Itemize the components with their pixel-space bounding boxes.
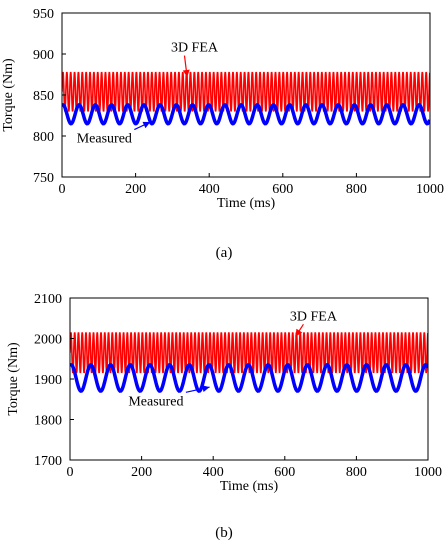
chart-panel-a: 0 200 400 600 800 1000 750 800 850 900 950 Time (ms… (1, 7, 444, 211)
x-tick-label: 800 (346, 182, 367, 197)
annotation-3d-fea: 3D FEA (290, 309, 338, 324)
y-axis-label: Torque (Nm) (1, 58, 16, 132)
arrow-head-icon (142, 121, 151, 129)
annotation-measured: Measured (77, 132, 132, 147)
caption-b: (b) (215, 525, 233, 541)
annotation-3d-fea: 3D FEA (171, 41, 219, 56)
y-tick-label: 800 (33, 130, 54, 145)
x-tick-label: 1000 (414, 465, 442, 480)
x-tick-label: 600 (274, 465, 295, 480)
chart-panel-b: 0 200 400 600 800 1000 1700 1800 1900 2000 2100 Tim… (6, 292, 442, 494)
series-line-measured (62, 103, 430, 126)
x-tick-label: 600 (272, 182, 293, 197)
y-axis-label: Torque (Nm) (6, 342, 21, 416)
x-axis-label: Time (ms) (217, 196, 276, 211)
x-tick-label: 0 (59, 182, 66, 197)
x-axis-label: Time (ms) (220, 479, 279, 494)
y-tick-label: 1900 (34, 373, 62, 388)
caption-a: (a) (216, 245, 233, 261)
x-tick-label: 0 (67, 465, 74, 480)
y-tick-label: 2000 (34, 333, 62, 348)
x-tick-label: 800 (346, 465, 367, 480)
y-tick-label: 750 (33, 171, 54, 186)
x-tick-label: 200 (125, 182, 146, 197)
arrow-head-icon (295, 328, 303, 337)
x-tick-label: 200 (131, 465, 152, 480)
y-tick-label: 1700 (34, 454, 62, 469)
arrow-head-icon (182, 69, 190, 77)
y-tick-label: 900 (33, 48, 54, 63)
x-tick-label: 400 (203, 465, 224, 480)
x-tick-label: 400 (199, 182, 220, 197)
x-tick-label: 1000 (416, 182, 444, 197)
series-line-measured (70, 363, 428, 393)
annotation-measured: Measured (128, 394, 183, 409)
y-tick-label: 1800 (34, 414, 62, 429)
y-tick-label: 950 (33, 7, 54, 22)
series-line-3d-fea (62, 71, 430, 112)
arrow-head-icon (202, 385, 210, 393)
y-tick-label: 850 (33, 89, 54, 104)
y-tick-label: 2100 (34, 292, 62, 307)
